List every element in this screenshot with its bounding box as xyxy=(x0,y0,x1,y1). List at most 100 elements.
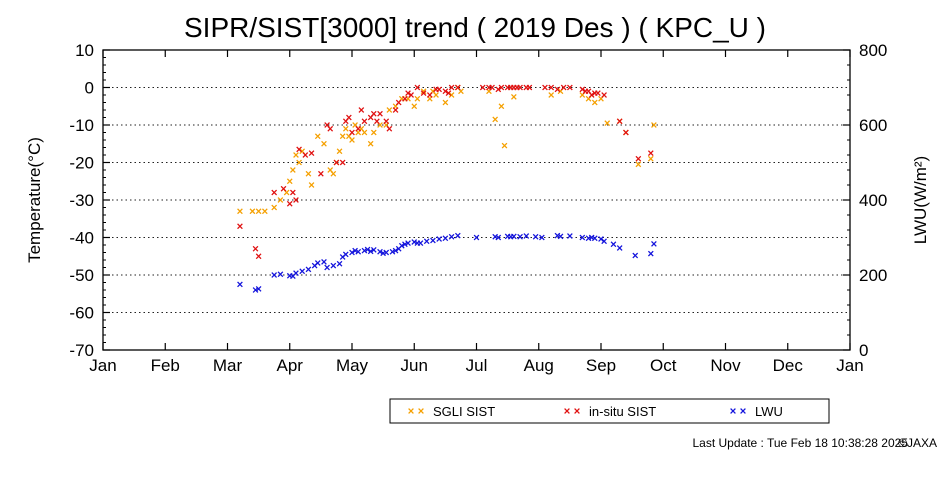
x-tick-label: Mar xyxy=(213,356,243,375)
lwu-point xyxy=(632,252,639,259)
lwu-point xyxy=(436,236,443,242)
in-situ-sist-point xyxy=(296,146,302,153)
in-situ-sist-point xyxy=(595,90,601,96)
y-tick-label: -50 xyxy=(69,266,94,285)
lwu-point xyxy=(293,270,299,276)
sgli-sist-point xyxy=(261,208,268,215)
lwu-point xyxy=(364,246,371,253)
in-situ-sist-point xyxy=(346,114,352,121)
sgli-sist-point xyxy=(271,204,278,211)
in-situ-sist-point xyxy=(445,90,452,96)
lwu-point xyxy=(510,233,517,240)
lwu-point xyxy=(324,264,330,271)
lwu-point xyxy=(361,247,368,254)
y-tick-label: 0 xyxy=(85,79,94,98)
lwu-point xyxy=(370,247,377,253)
lwu-point xyxy=(517,233,523,240)
x-tick-label: Oct xyxy=(650,356,677,375)
sgli-sist-point xyxy=(420,88,427,95)
x-tick-label: Aug xyxy=(524,356,554,375)
sgli-sist-point xyxy=(290,167,296,173)
lwu-point xyxy=(336,260,343,267)
sgli-sist-point xyxy=(501,142,508,149)
chart-title: SIPR/SIST[3000] trend ( 2019 Des ) ( KPC… xyxy=(184,12,766,43)
in-situ-sist-point xyxy=(601,92,607,98)
y-tick-label: -70 xyxy=(69,341,94,360)
x-tick-label: Sep xyxy=(586,356,616,375)
lwu-point xyxy=(252,287,259,293)
in-situ-sist-point xyxy=(339,159,346,166)
y-tick-label: -10 xyxy=(69,116,94,135)
in-situ-sist-point xyxy=(560,84,567,91)
x-tick-label: Nov xyxy=(710,356,741,375)
y-tick-label: -60 xyxy=(69,304,94,323)
in-situ-sist-point xyxy=(271,189,278,196)
lwu-point xyxy=(610,241,617,248)
sgli-sist-point xyxy=(510,94,517,100)
sgli-sist-point xyxy=(305,170,312,177)
in-situ-sist-point xyxy=(358,107,365,113)
sgli-sist-point xyxy=(339,133,346,140)
sgli-sist-point xyxy=(237,208,243,215)
lwu-point xyxy=(647,250,654,257)
in-situ-sist-point xyxy=(290,189,296,196)
in-situ-sist-point xyxy=(526,84,533,91)
in-situ-sist-point xyxy=(517,84,523,91)
sgli-sist-point xyxy=(336,148,343,155)
x-tick-label: Jul xyxy=(466,356,488,375)
x-tick-label: Jan xyxy=(836,356,863,375)
lwu-point xyxy=(271,272,278,278)
in-situ-sist-point xyxy=(370,110,377,117)
lwu-point xyxy=(448,233,455,240)
in-situ-sist-point xyxy=(308,150,315,156)
sgli-sist-point xyxy=(604,120,611,126)
x-tick-label: May xyxy=(336,356,369,375)
x-tick-label: Jan xyxy=(89,356,116,375)
lwu-point xyxy=(579,234,586,241)
sgli-sist-point xyxy=(492,116,499,123)
y-axis-label: Temperature(°C) xyxy=(25,137,44,263)
in-situ-sist-point xyxy=(374,118,380,125)
lwu-point xyxy=(342,251,349,258)
in-situ-sist-point xyxy=(420,90,427,96)
sgli-sist-point xyxy=(591,99,598,106)
lwu-point xyxy=(616,245,623,251)
y2-axis-label: LWU(W/m²) xyxy=(911,156,930,244)
legend-lwu-marker xyxy=(740,408,746,414)
y2-tick-label: 0 xyxy=(859,341,868,360)
sgli-sist-point xyxy=(330,170,337,177)
lwu-point xyxy=(402,241,408,248)
sgli-sist-point xyxy=(293,152,299,158)
lwu-point xyxy=(454,232,461,239)
sgli-sist-points xyxy=(237,84,657,215)
sgli-sist-point xyxy=(411,103,418,110)
y-tick-label: -30 xyxy=(69,191,94,210)
lwu-point xyxy=(255,286,262,292)
sgli-sist-point xyxy=(548,92,555,98)
sgli-sist-point xyxy=(367,140,374,147)
in-situ-sist-point xyxy=(436,86,443,93)
sgli-sist-point xyxy=(342,125,349,132)
in-situ-sist-point xyxy=(554,86,561,93)
sgli-sist-point xyxy=(277,197,284,203)
in-situ-sist-point xyxy=(479,84,486,91)
lwu-point xyxy=(383,249,390,256)
in-situ-sist-point xyxy=(280,185,287,192)
lwu-point xyxy=(299,268,306,275)
sgli-sist-point xyxy=(286,178,293,185)
lwu-point xyxy=(473,234,480,241)
legend-sgli-sist-marker xyxy=(418,408,424,414)
in-situ-sist-point xyxy=(623,129,629,136)
in-situ-sist-point xyxy=(386,125,393,132)
in-situ-sist-point xyxy=(414,84,421,91)
y-tick-label: -40 xyxy=(69,229,94,248)
in-situ-sist-point xyxy=(426,92,433,98)
x-tick-label: Jun xyxy=(401,356,428,375)
sgli-sist-point xyxy=(296,159,302,166)
sgli-sist-point xyxy=(442,99,449,106)
sgli-sist-point xyxy=(386,107,393,113)
lwu-point xyxy=(367,248,374,255)
x-tick-label: Apr xyxy=(277,356,304,375)
lwu-point xyxy=(423,238,430,245)
lwu-point xyxy=(352,247,358,254)
